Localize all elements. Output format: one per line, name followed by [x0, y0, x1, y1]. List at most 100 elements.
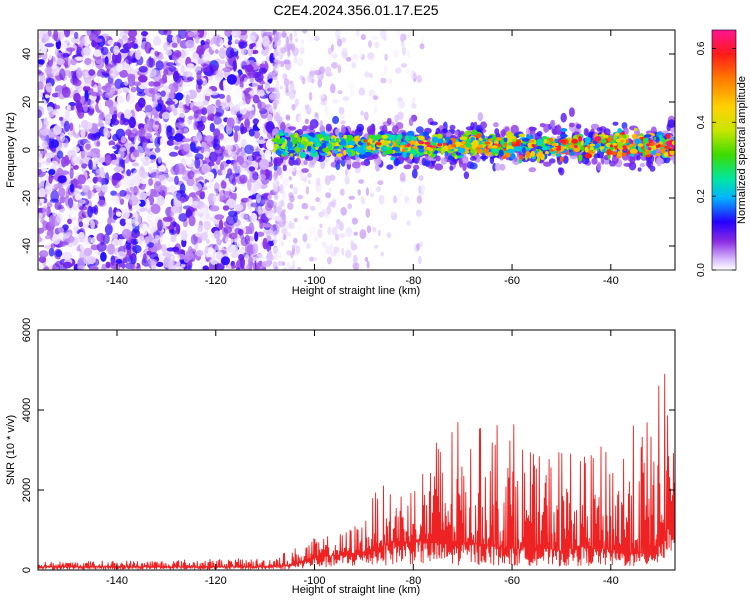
noise-blob — [263, 228, 273, 234]
y-tick-label: 20 — [21, 96, 33, 108]
noise-blob — [49, 198, 60, 203]
noise-blob — [329, 174, 336, 181]
x-tick-label: -140 — [106, 275, 128, 287]
noise-blob — [217, 123, 225, 130]
noise-blob — [368, 89, 376, 97]
noise-blob — [252, 94, 260, 104]
signal-blob — [394, 159, 401, 165]
noise-blob — [345, 249, 352, 259]
noise-blob — [90, 99, 96, 109]
signal-blob — [458, 158, 463, 168]
noise-blob — [158, 164, 167, 173]
signal-peak — [363, 139, 368, 143]
noise-blob — [112, 233, 118, 240]
noise-blob — [222, 67, 232, 73]
noise-blob — [193, 101, 204, 107]
noise-blob — [200, 207, 208, 218]
noise-blob — [155, 60, 164, 71]
noise-blob — [153, 242, 162, 251]
noise-blob — [111, 159, 119, 165]
noise-blob — [103, 233, 110, 244]
noise-blob — [226, 264, 232, 270]
signal-peak — [470, 142, 476, 146]
signal-blob — [325, 123, 332, 132]
noise-blob — [194, 157, 201, 169]
noise-blob — [319, 223, 323, 228]
noise-blob — [112, 133, 119, 142]
noise-blob — [146, 95, 153, 102]
signal-blob — [590, 128, 595, 133]
signal-blob — [463, 171, 470, 180]
noise-blob — [92, 165, 97, 170]
noise-blob — [187, 264, 192, 270]
noise-blob — [49, 214, 55, 227]
signal-blob — [489, 156, 495, 164]
noise-blob — [352, 254, 358, 265]
signal-blob — [442, 128, 448, 134]
noise-blob — [126, 169, 131, 177]
signal-blob — [303, 160, 308, 166]
signal-blob — [521, 138, 530, 142]
noise-blob — [401, 41, 405, 48]
noise-blob — [112, 172, 123, 181]
noise-blob — [118, 180, 124, 187]
signal-blob — [502, 155, 507, 160]
noise-blob — [176, 117, 185, 124]
noise-blob — [341, 47, 348, 58]
noise-blob — [156, 261, 164, 267]
spectrogram-y-label: Frequency (Hz) — [5, 112, 17, 188]
noise-blob — [38, 262, 42, 269]
noise-blob — [275, 59, 279, 66]
noise-blob — [398, 100, 405, 109]
noise-blob — [153, 81, 161, 87]
noise-blob — [116, 63, 124, 72]
noise-blob — [213, 116, 222, 125]
signal-blob — [276, 139, 283, 145]
signal-blob — [273, 143, 280, 149]
signal-blob — [343, 134, 347, 139]
noise-blob — [213, 138, 219, 144]
signal-peak — [529, 139, 535, 143]
signal-blob — [306, 125, 315, 130]
noise-blob — [277, 63, 282, 69]
noise-blob — [203, 151, 210, 158]
noise-blob — [331, 53, 338, 59]
noise-blob — [275, 216, 283, 222]
noise-blob — [55, 58, 65, 65]
signal-blob — [481, 134, 485, 139]
signal-blob — [409, 153, 414, 160]
noise-blob — [120, 87, 130, 93]
noise-blob — [93, 248, 100, 259]
noise-blob — [40, 99, 47, 108]
noise-blob — [273, 111, 280, 122]
noise-blob — [302, 233, 308, 243]
noise-blob — [397, 111, 404, 120]
noise-blob — [114, 78, 123, 90]
noise-blob — [104, 154, 112, 166]
noise-blob — [38, 222, 43, 230]
noise-blob — [79, 95, 87, 106]
colorbar-tick-label: 0.6 — [696, 41, 707, 55]
signal-blob — [346, 160, 352, 165]
noise-blob — [70, 210, 78, 218]
noise-blob — [74, 31, 79, 39]
noise-blob — [59, 195, 66, 204]
noise-blob — [392, 49, 399, 58]
noise-blob — [137, 97, 146, 109]
noise-blob — [62, 210, 71, 215]
noise-blob — [82, 156, 91, 164]
noise-blob — [162, 73, 167, 84]
noise-blob — [186, 76, 195, 82]
colorbar-tick-label: 0.0 — [696, 263, 707, 277]
signal-blob — [548, 158, 556, 164]
noise-blob — [56, 213, 63, 224]
signal-blob — [521, 146, 526, 154]
signal-blob — [396, 133, 403, 140]
signal-blob — [340, 124, 346, 134]
noise-blob — [165, 126, 175, 137]
noise-blob — [337, 64, 342, 74]
noise-blob — [190, 234, 198, 245]
noise-blob — [90, 206, 98, 214]
signal-blob — [394, 152, 402, 157]
x-tick-label: -60 — [504, 275, 520, 287]
